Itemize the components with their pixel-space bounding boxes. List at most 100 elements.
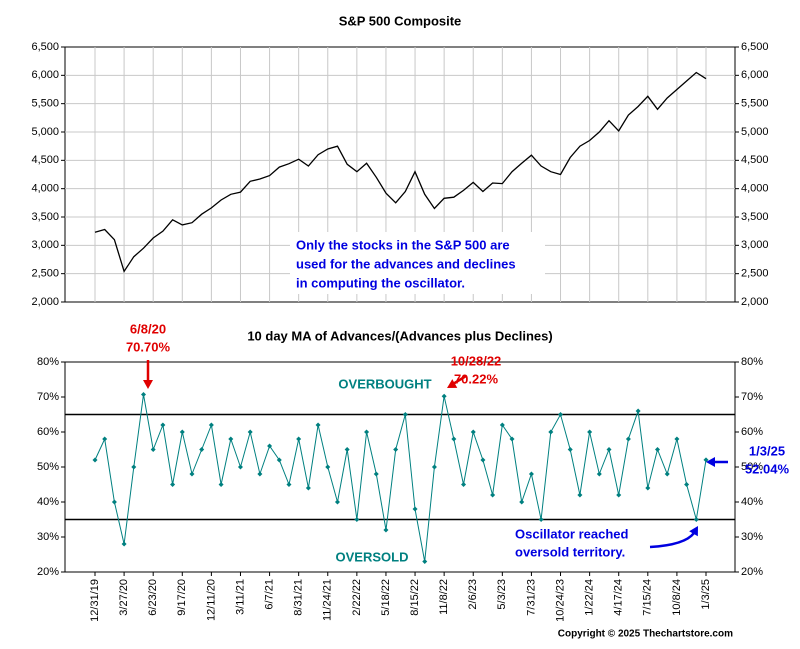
data-marker	[402, 412, 408, 417]
data-marker	[431, 464, 437, 470]
y-tick-label: 70%	[37, 391, 59, 403]
data-marker	[315, 422, 321, 428]
data-marker	[131, 464, 137, 470]
plot-area	[64, 361, 736, 573]
y2-tick-label: 3,500	[741, 211, 769, 223]
y2-tick-label: 80%	[741, 356, 763, 368]
data-marker	[519, 499, 525, 505]
arrowhead	[143, 380, 153, 389]
data-marker	[218, 482, 224, 487]
arrow	[452, 374, 467, 386]
data-marker	[267, 443, 273, 449]
data-marker	[354, 517, 360, 522]
x-tick-label: 2/22/22	[351, 579, 363, 616]
chart-title: 10 day MA of Advances/(Advances plus Dec…	[247, 328, 552, 343]
data-marker	[383, 527, 389, 533]
arrowhead	[689, 526, 698, 537]
data-marker	[693, 517, 699, 522]
annotation: 52.04%	[745, 461, 790, 476]
y-tick-label: 4,500	[31, 154, 59, 166]
data-marker	[538, 517, 544, 522]
y2-tick-label: 4,500	[741, 154, 769, 166]
data-marker	[422, 559, 428, 564]
y-tick-label: 60%	[37, 426, 59, 438]
y2-tick-label: 60%	[741, 426, 763, 438]
y-tick-label: 3,500	[31, 211, 59, 223]
y-tick-label: 50%	[37, 461, 59, 473]
data-marker	[548, 429, 554, 435]
data-marker	[499, 422, 505, 428]
y-tick-label: 5,000	[31, 126, 59, 138]
x-tick-label: 12/11/20	[205, 579, 217, 621]
data-marker	[567, 447, 573, 452]
data-marker	[480, 457, 486, 463]
y-tick-label: 2,000	[31, 296, 59, 308]
copyright: Copyright © 2025 Thechartstore.com	[558, 629, 733, 640]
data-marker	[635, 408, 641, 414]
data-marker	[334, 499, 340, 505]
data-marker	[111, 499, 117, 505]
y2-tick-label: 4,000	[741, 183, 769, 195]
data-marker	[461, 482, 467, 487]
data-marker	[179, 429, 185, 435]
x-tick-label: 8/31/21	[293, 579, 305, 616]
y-tick-label: 30%	[37, 531, 59, 543]
x-tick-label: 4/17/24	[613, 579, 625, 616]
y2-tick-label: 6,000	[741, 69, 769, 81]
data-marker	[344, 447, 350, 452]
y-tick-label: 20%	[37, 566, 59, 578]
x-tick-label: 7/31/23	[525, 579, 537, 616]
y-tick-label: 4,000	[31, 183, 59, 195]
chart-title: S&P 500 Composite	[339, 13, 462, 28]
data-marker	[674, 436, 680, 442]
y-tick-label: 5,500	[31, 98, 59, 110]
y2-tick-label: 20%	[741, 566, 763, 578]
note: in computing the oscillator.	[296, 275, 465, 290]
data-marker	[170, 482, 176, 487]
data-marker	[451, 436, 457, 442]
annotation: OVERSOLD	[336, 549, 409, 564]
data-marker	[625, 436, 631, 442]
data-marker	[412, 506, 418, 512]
data-marker	[616, 492, 622, 498]
x-tick-label: 7/15/24	[642, 579, 654, 616]
x-tick-label: 8/15/22	[409, 579, 421, 616]
data-marker	[587, 429, 593, 435]
y2-tick-label: 30%	[741, 531, 763, 543]
note: used for the advances and declines	[296, 256, 516, 271]
x-tick-label: 10/24/23	[554, 579, 566, 622]
data-marker	[664, 471, 670, 477]
data-marker	[470, 429, 476, 435]
x-tick-label: 6/7/21	[263, 579, 275, 610]
data-marker	[305, 485, 311, 491]
x-tick-label: 5/3/23	[496, 579, 508, 610]
data-marker	[208, 422, 214, 428]
data-marker	[228, 436, 234, 442]
data-marker	[199, 447, 205, 452]
data-marker	[393, 447, 399, 452]
y2-tick-label: 3,000	[741, 239, 769, 251]
y2-tick-label: 5,500	[741, 98, 769, 110]
data-marker	[373, 471, 379, 477]
x-tick-label: 3/27/20	[118, 579, 130, 616]
data-marker	[237, 464, 243, 470]
arrowhead	[447, 379, 458, 388]
y-tick-label: 80%	[37, 356, 59, 368]
annotation: 1/3/25	[749, 443, 785, 458]
data-marker	[189, 471, 195, 477]
annotation: Oscillator reached	[515, 526, 628, 541]
x-tick-label: 2/6/23	[467, 579, 479, 610]
data-marker	[92, 457, 98, 463]
data-marker	[684, 482, 690, 487]
y-tick-label: 3,000	[31, 239, 59, 251]
y2-tick-label: 50%	[741, 461, 763, 473]
annotation: OVERBOUGHT	[338, 376, 431, 391]
x-tick-label: 1/3/25	[700, 579, 712, 610]
data-marker	[645, 485, 651, 491]
data-marker	[441, 393, 447, 399]
x-tick-label: 6/23/20	[147, 579, 159, 616]
x-tick-label: 9/17/20	[176, 579, 188, 616]
data-marker	[490, 492, 496, 498]
data-marker	[286, 482, 292, 487]
